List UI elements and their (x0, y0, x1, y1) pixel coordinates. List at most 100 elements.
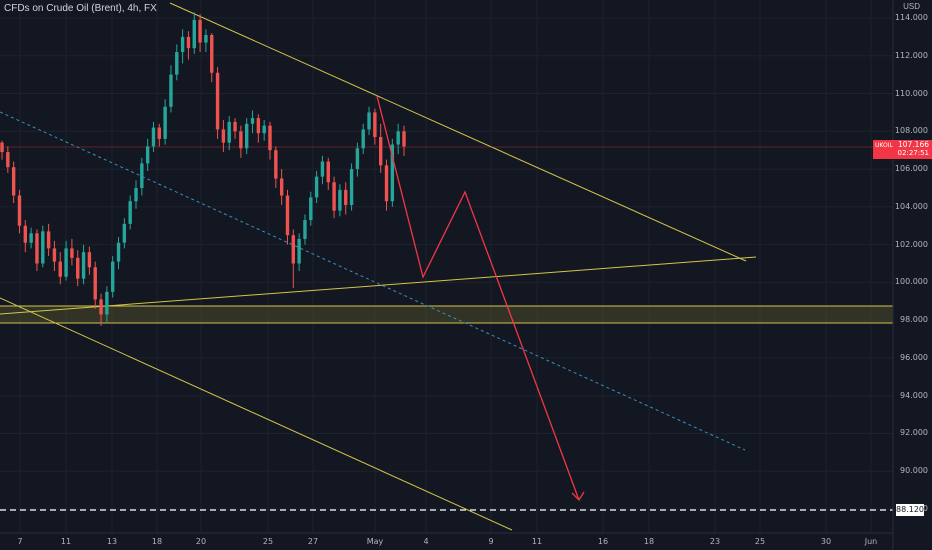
price-tick-label: 90.000 (900, 466, 928, 476)
candle (332, 176, 336, 219)
candle-body (76, 257, 80, 279)
current-price-tag: UKOIL 107.166 02:27:51 (873, 140, 932, 159)
currency-label: USD (903, 2, 920, 11)
time-tick-label: 27 (307, 537, 319, 546)
time-tick-label: May (366, 537, 384, 546)
candle (250, 110, 255, 134)
upper-trendline (169, 2, 747, 262)
projection-path (376, 95, 585, 502)
candle (64, 240, 68, 281)
time-tick-label: 18 (643, 537, 655, 546)
time-tick-label: 7 (17, 537, 23, 546)
candle-body (274, 150, 278, 179)
candle (221, 119, 226, 153)
candle (227, 116, 231, 151)
time-tick-label: 25 (754, 537, 766, 546)
time-tick-label: 13 (106, 537, 118, 546)
candle (41, 225, 45, 268)
bar-countdown: 02:27:51 (897, 149, 929, 157)
candle-body (198, 19, 202, 43)
candle-body (349, 169, 354, 205)
candle (6, 146, 10, 173)
candle-body (151, 127, 156, 147)
candle-body (110, 261, 115, 292)
candle (210, 33, 214, 83)
candle-body (105, 291, 109, 315)
candle-body (338, 189, 342, 211)
candle-body (128, 201, 132, 224)
candle-body (46, 231, 51, 249)
candle (192, 12, 196, 54)
candle-body (314, 176, 319, 198)
candle-body (244, 123, 249, 149)
candle (373, 108, 377, 145)
candle (274, 146, 278, 188)
candle (70, 238, 74, 266)
candle-body (145, 146, 150, 164)
candle (99, 293, 103, 326)
price-tick-label: 106.000 (894, 164, 928, 174)
lower-trendline (0, 256, 757, 315)
candle (233, 118, 237, 139)
candle (81, 244, 86, 285)
candle-body (17, 195, 22, 226)
candle-body (99, 299, 103, 315)
time-tick-label: 23 (709, 537, 721, 546)
candle-body (390, 144, 395, 202)
symbol-label: UKOIL (875, 142, 893, 149)
candle-body (268, 125, 272, 151)
time-tick-label: 30 (820, 537, 832, 546)
candle (326, 157, 330, 190)
candle-body (204, 34, 208, 43)
candle (402, 125, 406, 156)
candle-body (116, 242, 121, 262)
candle-body (180, 36, 185, 52)
candle (76, 250, 80, 287)
candle-body (221, 129, 226, 143)
candle-body (332, 182, 336, 211)
candle (145, 138, 150, 171)
candle-body (285, 195, 290, 236)
candle-body (52, 248, 57, 262)
candle (244, 118, 249, 154)
candle (320, 155, 325, 185)
time-tick-label: 9 (488, 537, 494, 546)
candle (268, 121, 272, 160)
candle-body (303, 220, 307, 239)
candle (128, 195, 132, 230)
candle-body (140, 163, 144, 188)
candle-body (215, 72, 220, 130)
candle (239, 125, 243, 158)
candle-body (344, 189, 348, 205)
candle (122, 218, 127, 249)
price-tick-label: 112.000 (894, 50, 928, 60)
candle (349, 163, 354, 211)
support-zone (0, 305, 893, 324)
candle (0, 140, 4, 160)
candle (291, 229, 296, 289)
candle (110, 255, 115, 298)
time-tick-label: 20 (195, 537, 207, 546)
candle-body (402, 131, 406, 147)
candle (355, 142, 360, 177)
price-tick-label: 102.000 (894, 239, 928, 249)
candle-body (41, 231, 45, 264)
candle (134, 180, 138, 209)
candle (105, 286, 109, 323)
candle-body (70, 248, 74, 258)
arrow-head-icon (571, 491, 585, 502)
candle-body (233, 121, 237, 132)
candle-body (378, 136, 383, 166)
candle-body (23, 225, 28, 243)
candle-body (320, 161, 325, 177)
candle-body (367, 112, 371, 130)
candle (169, 65, 173, 113)
candle-body (64, 248, 68, 277)
candle-body (396, 131, 400, 145)
candle-body (157, 127, 162, 139)
time-tick-label: 16 (597, 537, 609, 546)
candle (262, 119, 266, 141)
candle-body (361, 129, 365, 149)
chart-title: CFDs on Crude Oil (Brent), 4h, FX (4, 3, 157, 14)
